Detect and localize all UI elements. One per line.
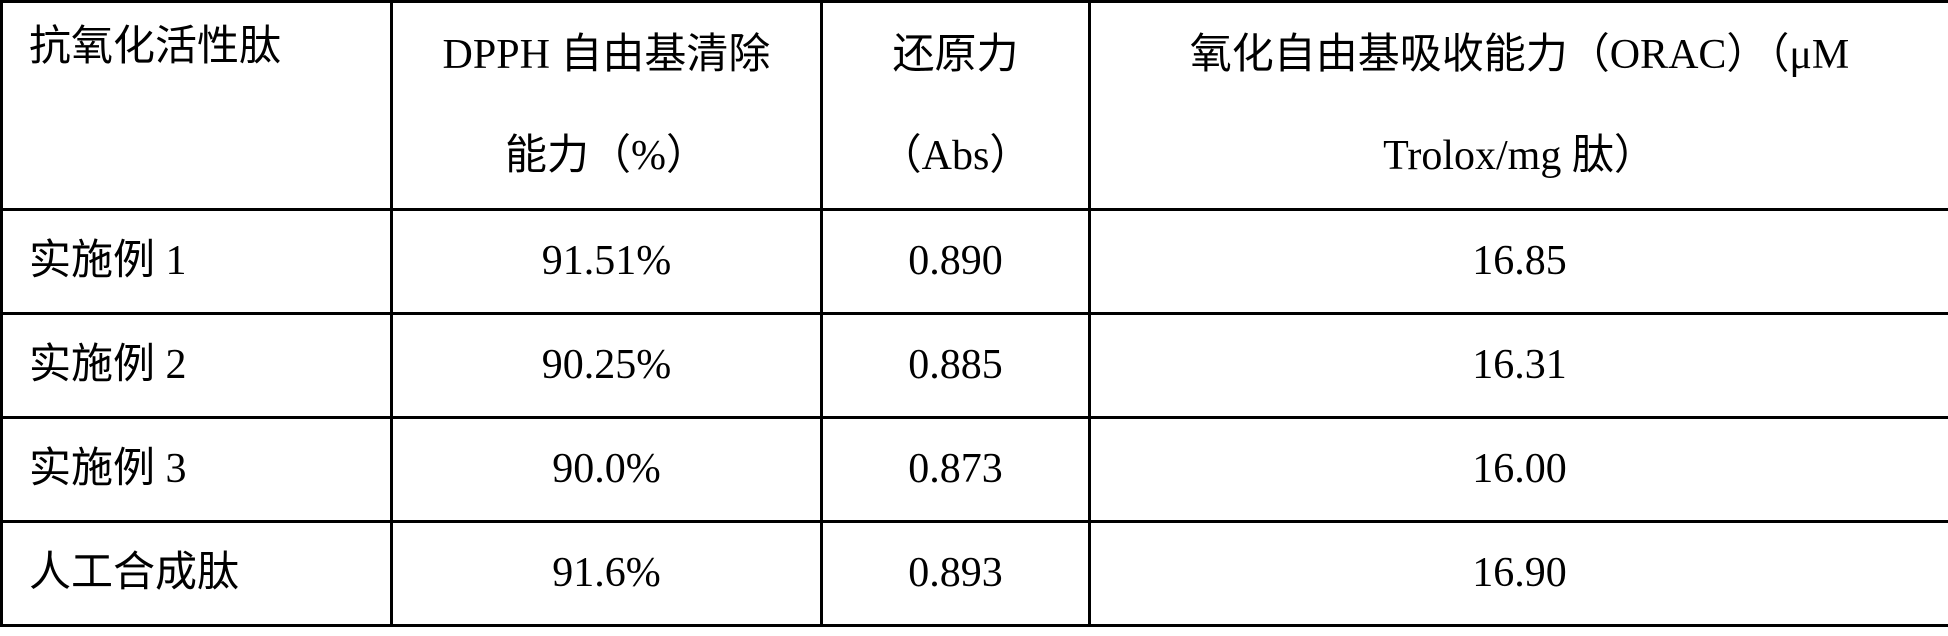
- antioxidant-table: 抗氧化活性肽 DPPH 自由基清除 能力（%） 还原力 （Abs） 氧化自由基吸…: [0, 0, 1948, 627]
- table-container: 抗氧化活性肽 DPPH 自由基清除 能力（%） 还原力 （Abs） 氧化自由基吸…: [0, 0, 1948, 627]
- cell-dpph: 91.51%: [392, 210, 822, 314]
- cell-sample-name: 人工合成肽: [2, 522, 392, 626]
- table-row: 实施例 3 90.0% 0.873 16.00: [2, 418, 1948, 522]
- cell-orac: 16.00: [1090, 418, 1948, 522]
- col-header-text: 能力（%）: [405, 134, 808, 178]
- col-header-text: DPPH 自由基清除: [405, 33, 808, 77]
- col-header-orac: 氧化自由基吸收能力（ORAC）（μM Trolox/mg 肽）: [1090, 2, 1948, 210]
- cell-sample-name: 实施例 1: [2, 210, 392, 314]
- col-header-text: Trolox/mg 肽）: [1103, 134, 1936, 178]
- cell-sample-name: 实施例 3: [2, 418, 392, 522]
- col-header-text: 还原力: [835, 33, 1076, 77]
- col-header-text: 氧化自由基吸收能力（ORAC）（μM: [1103, 33, 1936, 77]
- cell-reducing-power: 0.885: [822, 314, 1090, 418]
- col-header-text: 抗氧化活性肽: [29, 25, 390, 69]
- cell-orac: 16.85: [1090, 210, 1948, 314]
- cell-reducing-power: 0.873: [822, 418, 1090, 522]
- col-header-text: （Abs）: [835, 134, 1076, 178]
- cell-reducing-power: 0.890: [822, 210, 1090, 314]
- cell-orac: 16.31: [1090, 314, 1948, 418]
- table-header-row: 抗氧化活性肽 DPPH 自由基清除 能力（%） 还原力 （Abs） 氧化自由基吸…: [2, 2, 1948, 210]
- table-row: 人工合成肽 91.6% 0.893 16.90: [2, 522, 1948, 626]
- cell-sample-name: 实施例 2: [2, 314, 392, 418]
- col-header-peptide: 抗氧化活性肽: [2, 2, 392, 210]
- cell-dpph: 90.25%: [392, 314, 822, 418]
- table-row: 实施例 1 91.51% 0.890 16.85: [2, 210, 1948, 314]
- cell-dpph: 90.0%: [392, 418, 822, 522]
- cell-reducing-power: 0.893: [822, 522, 1090, 626]
- col-header-reducing-power: 还原力 （Abs）: [822, 2, 1090, 210]
- table-row: 实施例 2 90.25% 0.885 16.31: [2, 314, 1948, 418]
- cell-dpph: 91.6%: [392, 522, 822, 626]
- col-header-dpph: DPPH 自由基清除 能力（%）: [392, 2, 822, 210]
- cell-orac: 16.90: [1090, 522, 1948, 626]
